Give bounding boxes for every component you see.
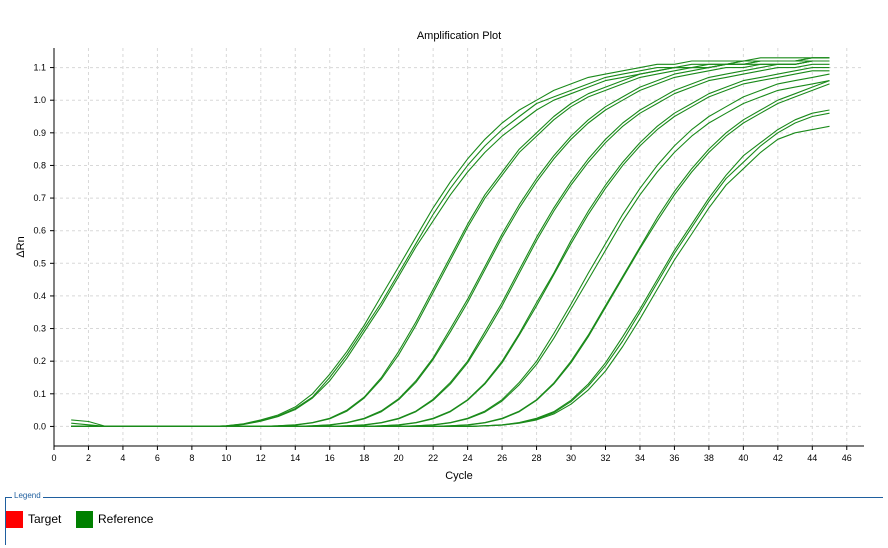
y-tick-label: 0.8 — [33, 160, 46, 170]
y-axis-label: ΔRn — [15, 236, 27, 257]
legend-item-reference[interactable]: Reference — [76, 510, 153, 528]
x-tick-label: 46 — [842, 453, 852, 463]
plot-background — [54, 48, 864, 446]
y-tick-label: 1.1 — [33, 63, 46, 73]
legend-label-reference: Reference — [98, 512, 154, 526]
y-tick-label: 0.7 — [33, 193, 46, 203]
x-tick-label: 24 — [463, 453, 473, 463]
x-tick-label: 12 — [256, 453, 266, 463]
x-tick-label: 44 — [807, 453, 817, 463]
legend-swatch-reference — [76, 510, 93, 528]
x-tick-label: 8 — [189, 453, 194, 463]
x-tick-label: 32 — [600, 453, 610, 463]
x-tick-label: 2 — [86, 453, 91, 463]
y-tick-label: 1.0 — [33, 95, 46, 105]
legend-item-target[interactable]: Target — [6, 510, 61, 528]
x-tick-label: 40 — [738, 453, 748, 463]
x-tick-label: 20 — [394, 453, 404, 463]
y-tick-label: 0.1 — [33, 389, 46, 399]
x-tick-label: 36 — [669, 453, 679, 463]
x-tick-label: 16 — [325, 453, 335, 463]
y-tick-label: 0.2 — [33, 356, 46, 366]
x-tick-label: 28 — [532, 453, 542, 463]
x-tick-label: 42 — [773, 453, 783, 463]
legend-swatch-target — [6, 510, 23, 528]
y-tick-label: 0.6 — [33, 226, 46, 236]
x-tick-label: 14 — [290, 453, 300, 463]
x-tick-label: 4 — [120, 453, 125, 463]
y-tick-label: 0.9 — [33, 128, 46, 138]
x-tick-label: 34 — [635, 453, 645, 463]
legend-title: Legend — [12, 491, 43, 500]
x-tick-label: 38 — [704, 453, 714, 463]
amplification-curve-18 — [71, 125, 830, 427]
amplification-plot: 0 2 4 6 8 10 12 14 16 18 20 22 24 26 28 30 32 34 36 38 40 42 4… — [15, 30, 864, 482]
x-axis-label: Cycle — [445, 470, 473, 482]
x-tick-label: 0 — [51, 453, 56, 463]
y-tick-label: 0.4 — [33, 291, 46, 301]
x-tick-label: 22 — [428, 453, 438, 463]
legend-label-target: Target — [28, 512, 62, 526]
x-tick-label: 30 — [566, 453, 576, 463]
y-tick-label: 0.3 — [33, 324, 46, 334]
x-tick-label: 18 — [359, 453, 369, 463]
x-tick-label: 10 — [221, 453, 231, 463]
chart-title: Amplification Plot — [417, 30, 501, 42]
y-tick-label: 0.0 — [33, 421, 46, 431]
x-tick-label: 6 — [155, 453, 160, 463]
x-tick-label: 26 — [497, 453, 507, 463]
legend-panel: Legend Target Reference — [5, 491, 883, 545]
y-tick-label: 0.5 — [33, 258, 46, 268]
